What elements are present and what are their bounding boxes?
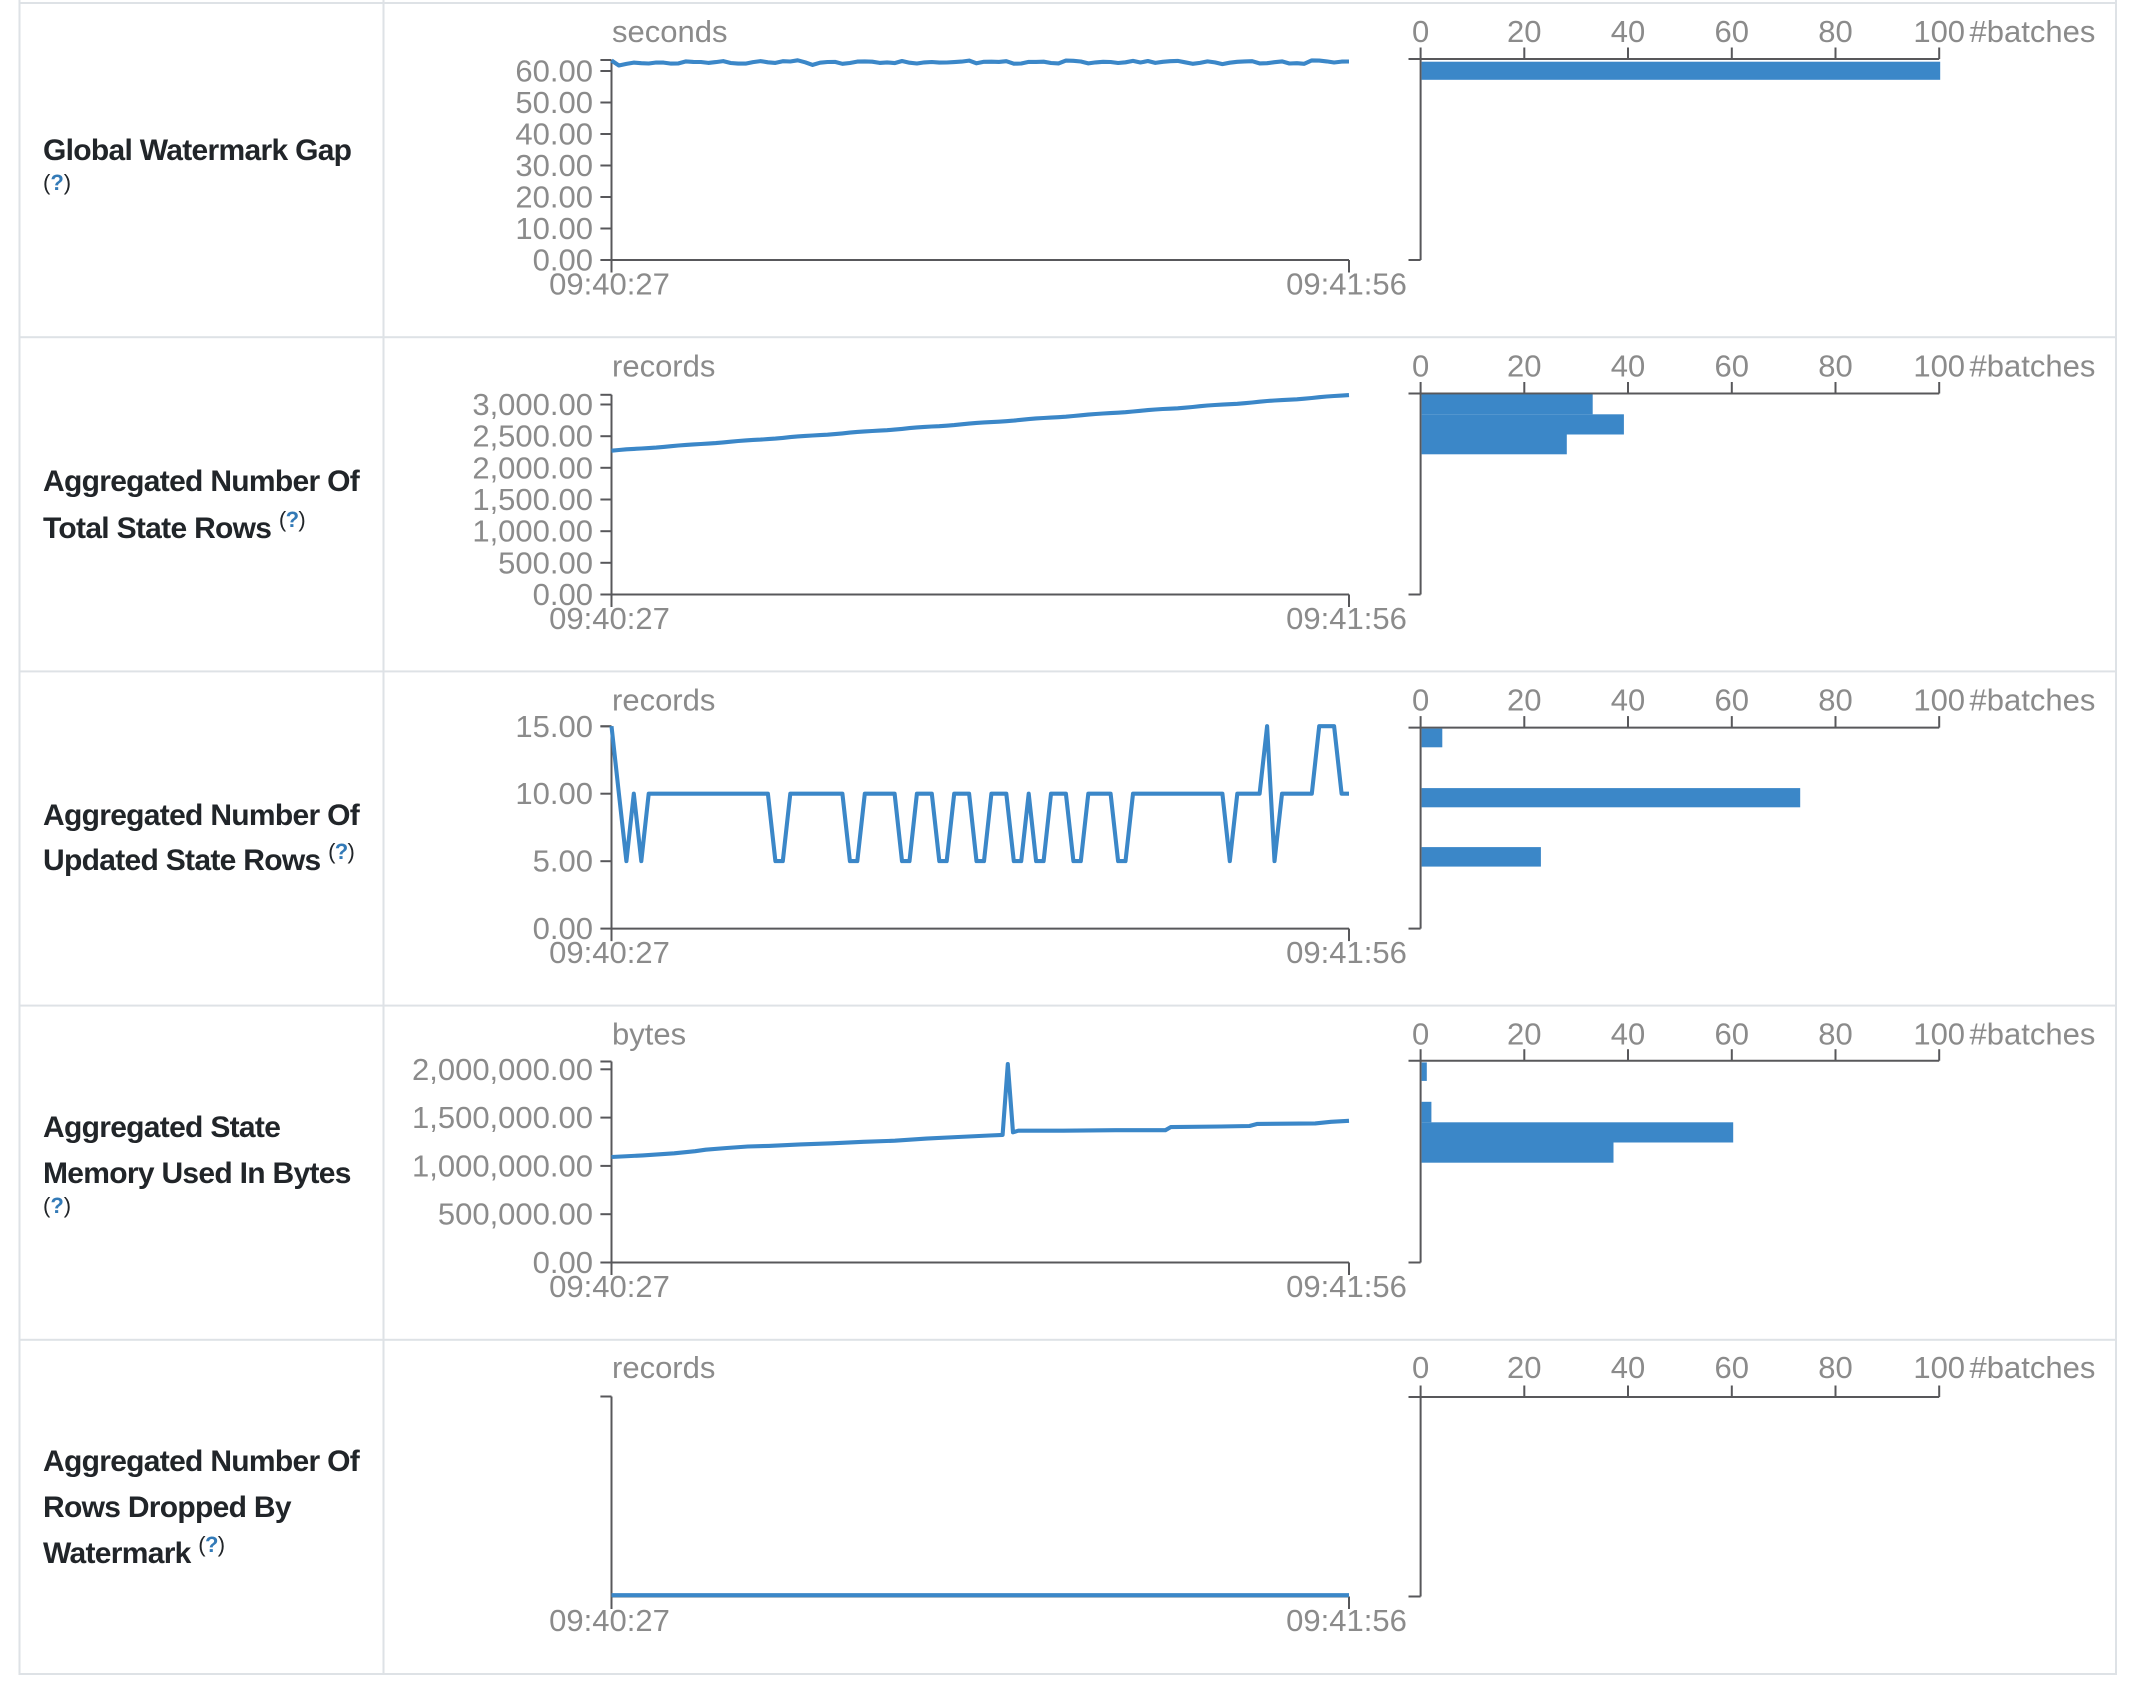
svg-text:0: 0 <box>1412 1016 1429 1051</box>
svg-text:0.00: 0.00 <box>533 243 593 278</box>
svg-text:0.00: 0.00 <box>533 1245 593 1280</box>
svg-text:80: 80 <box>1818 1016 1852 1051</box>
svg-text:40: 40 <box>1611 349 1645 384</box>
svg-text:records: records <box>612 683 715 718</box>
svg-text:09:40:27: 09:40:27 <box>549 935 670 970</box>
svg-text:100: 100 <box>1913 683 1965 718</box>
svg-text:60: 60 <box>1715 1350 1749 1385</box>
svg-text:40: 40 <box>1611 1016 1645 1051</box>
svg-text:40: 40 <box>1611 683 1645 718</box>
svg-text:2,500.00: 2,500.00 <box>472 419 593 454</box>
svg-text:5.00: 5.00 <box>533 844 593 879</box>
svg-text:bytes: bytes <box>612 1016 686 1051</box>
svg-text:0.00: 0.00 <box>533 911 593 946</box>
svg-text:#batches: #batches <box>1970 14 2096 49</box>
svg-text:20: 20 <box>1507 14 1541 49</box>
svg-text:80: 80 <box>1818 683 1852 718</box>
svg-text:0: 0 <box>1412 349 1429 384</box>
svg-text:40.00: 40.00 <box>515 117 593 152</box>
svg-text:60: 60 <box>1715 683 1749 718</box>
svg-text:09:40:27: 09:40:27 <box>549 1269 670 1304</box>
svg-text:20: 20 <box>1507 349 1541 384</box>
svg-text:80: 80 <box>1818 1350 1852 1385</box>
svg-text:1,500,000.00: 1,500,000.00 <box>412 1100 593 1135</box>
svg-text:#batches: #batches <box>1970 349 2096 384</box>
svg-text:100: 100 <box>1913 349 1965 384</box>
svg-text:20.00: 20.00 <box>515 180 593 215</box>
svg-text:09:41:56: 09:41:56 <box>1286 935 1407 970</box>
svg-text:#batches: #batches <box>1970 683 2096 718</box>
svg-text:100: 100 <box>1913 1350 1965 1385</box>
svg-text:2,000.00: 2,000.00 <box>472 450 593 485</box>
svg-text:09:40:27: 09:40:27 <box>549 267 670 302</box>
svg-text:30.00: 30.00 <box>515 148 593 183</box>
svg-text:0: 0 <box>1412 14 1429 49</box>
svg-text:records: records <box>612 349 715 384</box>
svg-text:09:40:27: 09:40:27 <box>549 601 670 636</box>
svg-text:1,500.00: 1,500.00 <box>472 482 593 517</box>
svg-text:10.00: 10.00 <box>515 211 593 246</box>
svg-text:40: 40 <box>1611 1350 1645 1385</box>
svg-text:100: 100 <box>1913 1016 1965 1051</box>
svg-text:10.00: 10.00 <box>515 776 593 811</box>
svg-text:#batches: #batches <box>1970 1016 2096 1051</box>
svg-text:50.00: 50.00 <box>515 85 593 120</box>
svg-text:09:41:56: 09:41:56 <box>1286 601 1407 636</box>
svg-text:3,000.00: 3,000.00 <box>472 387 593 422</box>
svg-text:2,000,000.00: 2,000,000.00 <box>412 1052 593 1087</box>
svg-text:seconds: seconds <box>612 14 727 49</box>
svg-text:1,000.00: 1,000.00 <box>472 514 593 549</box>
svg-text:20: 20 <box>1507 683 1541 718</box>
svg-text:80: 80 <box>1818 349 1852 384</box>
svg-text:80: 80 <box>1818 14 1852 49</box>
svg-text:1,000,000.00: 1,000,000.00 <box>412 1148 593 1183</box>
svg-text:09:41:56: 09:41:56 <box>1286 1269 1407 1304</box>
svg-text:100: 100 <box>1913 14 1965 49</box>
svg-text:60: 60 <box>1715 349 1749 384</box>
svg-text:60: 60 <box>1715 1016 1749 1051</box>
svg-text:40: 40 <box>1611 14 1645 49</box>
svg-text:500,000.00: 500,000.00 <box>438 1197 593 1232</box>
svg-text:#batches: #batches <box>1970 1350 2096 1385</box>
svg-text:60.00: 60.00 <box>515 54 593 89</box>
svg-text:09:40:27: 09:40:27 <box>549 1603 670 1638</box>
svg-text:60: 60 <box>1715 14 1749 49</box>
svg-text:0: 0 <box>1412 1350 1429 1385</box>
svg-text:20: 20 <box>1507 1016 1541 1051</box>
svg-text:0: 0 <box>1412 683 1429 718</box>
svg-text:0.00: 0.00 <box>533 577 593 612</box>
svg-text:15.00: 15.00 <box>515 709 593 744</box>
svg-text:records: records <box>612 1350 715 1385</box>
svg-text:09:41:56: 09:41:56 <box>1286 1603 1407 1638</box>
svg-text:09:41:56: 09:41:56 <box>1286 267 1407 302</box>
svg-text:20: 20 <box>1507 1350 1541 1385</box>
svg-text:500.00: 500.00 <box>498 545 593 580</box>
